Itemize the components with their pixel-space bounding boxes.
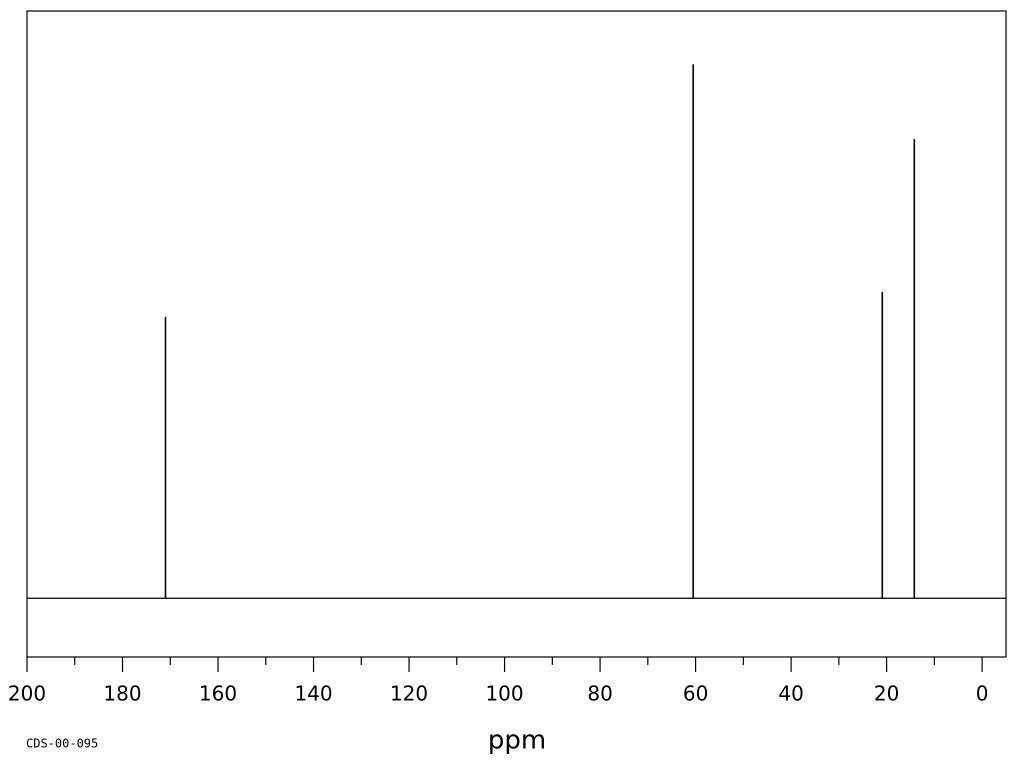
x-axis-label: ppm [488,726,546,756]
x-tick-label: 160 [199,682,237,706]
x-tick-label: 200 [8,682,46,706]
plot-frame [26,10,1007,658]
x-tick-label: 100 [485,682,523,706]
x-tick-label: 40 [778,682,803,706]
x-tick-label: 60 [683,682,708,706]
code-label: CDS-00-095 [26,737,98,751]
x-tick-label: 0 [976,682,989,706]
x-tick-label: 180 [103,682,141,706]
x-tick-label: 120 [390,682,428,706]
x-tick-label: 20 [874,682,899,706]
x-tick-label: 80 [587,682,612,706]
x-tick-label: 140 [294,682,332,706]
